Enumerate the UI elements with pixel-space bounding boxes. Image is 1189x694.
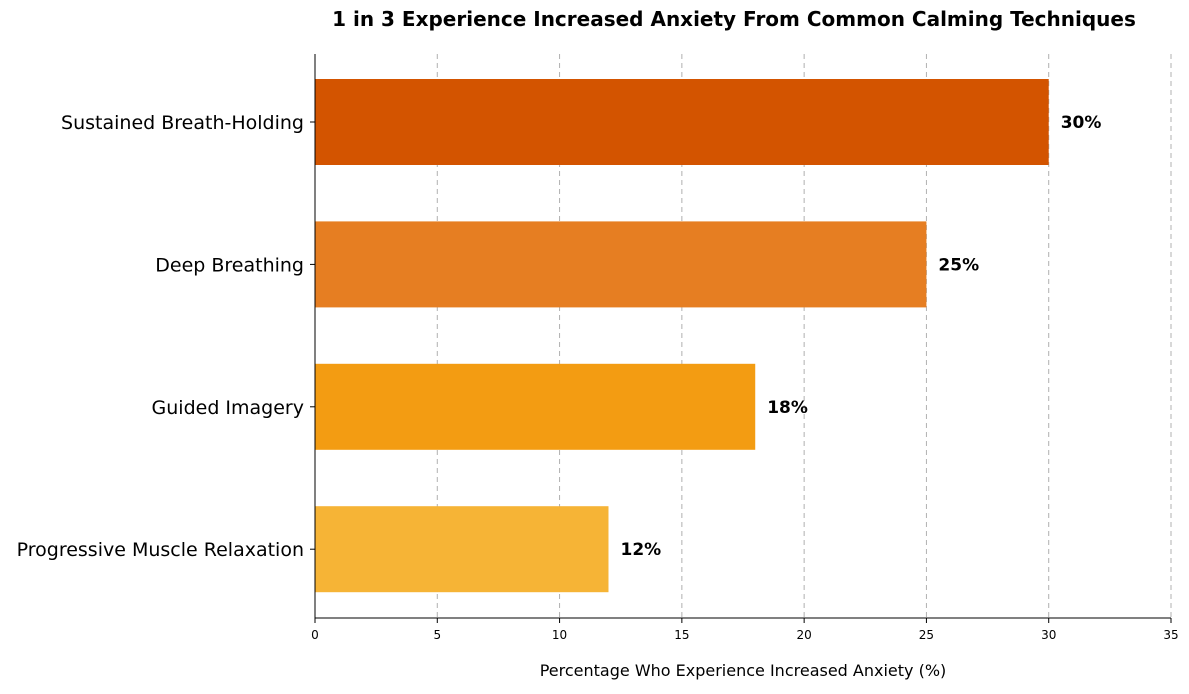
bar-value-label: 25%: [938, 255, 979, 275]
x-tick-label: 15: [674, 628, 689, 642]
bar: [315, 221, 927, 308]
x-tick-label: 35: [1163, 628, 1178, 642]
x-tick-label: 0: [311, 628, 319, 642]
y-tick-label: Deep Breathing: [155, 254, 304, 276]
bar-value-label: 30%: [1061, 113, 1102, 133]
bar: [315, 363, 756, 450]
x-tick-label: 25: [919, 628, 934, 642]
chart-title: 1 in 3 Experience Increased Anxiety From…: [332, 7, 1136, 31]
axes: Sustained Breath-Holding Deep Breathing Gu…: [17, 54, 1179, 642]
x-tick-label: 10: [552, 628, 567, 642]
x-axis-label: Percentage Who Experience Increased Anxi…: [540, 661, 947, 680]
x-tick-label: 30: [1041, 628, 1056, 642]
x-tick-label: 20: [797, 628, 812, 642]
y-tick-label: Guided Imagery: [152, 397, 304, 419]
bars: 30% 25% 18% 12%: [315, 79, 1102, 593]
bar: [315, 79, 1049, 165]
bar-value-label: 18%: [767, 398, 808, 418]
bar-value-label: 12%: [620, 540, 661, 560]
x-tick-label: 5: [433, 628, 441, 642]
y-tick-label: Progressive Muscle Relaxation: [17, 539, 304, 561]
bar: [315, 506, 609, 593]
y-tick-label: Sustained Breath-Holding: [61, 112, 304, 134]
